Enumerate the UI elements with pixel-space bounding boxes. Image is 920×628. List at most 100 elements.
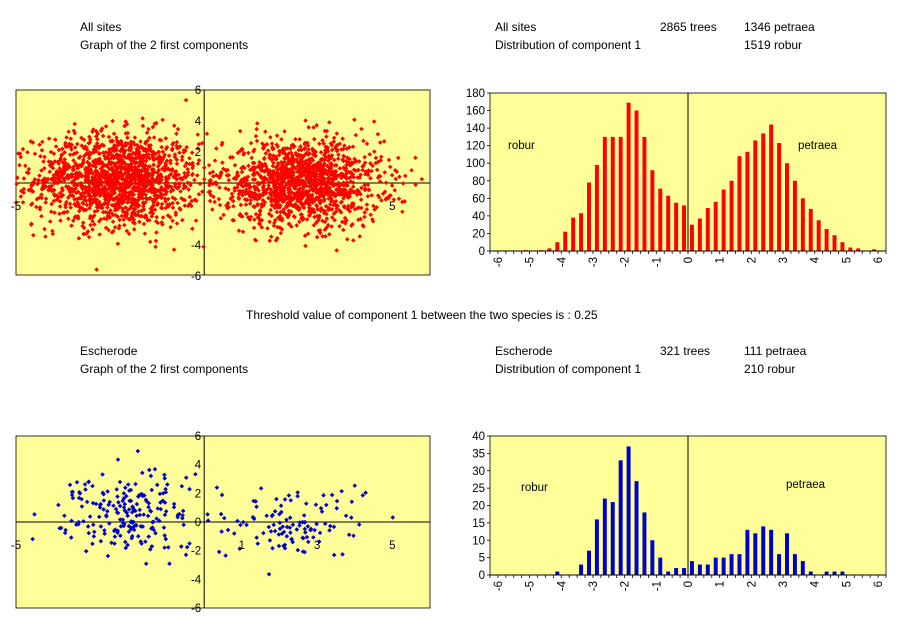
scatter-point [115,169,121,175]
scatter-point [274,133,280,138]
scatter-point [125,482,131,487]
scatter-point [97,199,102,205]
scatter-point [96,187,102,192]
scatter-point [113,161,118,167]
y-tick-label: 4 [195,460,202,472]
scatter-point [123,167,128,173]
scatter-point [162,472,167,478]
x-tick-label: -5 [525,581,537,591]
scatter-point [312,136,317,142]
scatter-point [359,185,364,191]
histogram-bar [610,502,615,575]
histogram-bar [626,446,631,575]
scatter-point [90,170,95,176]
histogram-bar [777,143,782,251]
y-tick-label: 15 [472,518,485,530]
scatter-point [115,143,120,148]
scatter-point [341,146,346,152]
scatter-point [105,193,110,198]
scatter-point [264,142,270,147]
scatter-point [69,174,75,180]
histogram-bar [587,182,591,251]
scatter-point [103,197,108,203]
scatter-point [110,192,115,197]
scatter-point [86,155,92,161]
scatter-point [344,218,349,223]
scatter-point [300,162,305,167]
scatter-point [334,506,340,511]
histogram-bar [785,533,789,575]
scatter-point [347,209,352,214]
scatter-point [127,498,132,504]
scatter-point [111,131,117,137]
x-tick-label: 3 [778,257,790,263]
scatter-point [79,143,85,148]
scatter-point [75,163,80,169]
scatter-point [39,148,45,153]
histogram-bar [594,519,599,575]
histogram-bar [674,202,679,251]
histogram-bar [745,529,750,575]
scatter-point [83,190,89,195]
y-tick-label: 25 [472,483,485,495]
scatter-point [86,164,92,169]
scatter-point [90,227,95,232]
scatter-point [339,488,344,494]
scatter-point [322,521,328,526]
scatter-point [262,175,267,180]
x-tick-label: 2 [746,581,758,587]
scatter-point [302,526,308,532]
scatter-point [57,190,63,196]
scatter-point [51,151,57,156]
x-tick-label: 5 [389,540,395,552]
scatter-point [312,527,317,533]
scatter-point [67,482,73,488]
scatter-point [252,196,258,202]
scatter-point [325,145,330,150]
scatter-point [94,145,99,150]
scatter-point [135,448,141,454]
scatter-point [120,175,126,181]
scatter-point [295,163,301,169]
histogram-bar [555,242,560,251]
scatter-point [364,202,370,207]
scatter-point [117,223,122,229]
scatter-point [322,227,328,233]
scatter-point [59,168,65,174]
histogram-bar [840,242,845,251]
scatter-point [98,143,103,149]
scatter-point [266,572,272,577]
scatter-point [86,170,92,176]
y-tick-label: 6 [195,85,201,97]
scatter-point [93,200,99,205]
scatter-point [162,476,167,481]
scatter-point [284,533,290,539]
histogram-bar [610,136,615,251]
scatter-point [329,196,334,201]
scatter-point [87,216,93,221]
scatter-point [357,234,363,239]
scatter-point [308,174,313,179]
y-tick-label: 10 [472,535,485,547]
scatter-point [373,160,378,166]
scatter-point [125,513,130,519]
scatter-point [320,138,325,143]
scatter-point [334,131,340,136]
scatter-point [113,177,119,182]
histogram-bar [840,571,845,575]
scatter-point [268,529,274,534]
scatter-point [263,163,269,169]
scatter-point [281,206,287,212]
y-tick-label: 40 [472,431,485,443]
scatter-point [82,482,88,487]
scatter-point [293,179,299,184]
scatter-point [356,217,361,223]
scatter-point [251,498,256,504]
scatter-point [276,543,282,549]
y-tick-label: 20 [472,501,485,513]
scatter-point [41,166,47,171]
x-tick-label: 1 [715,257,727,263]
scatter-point [286,493,292,498]
scatter-point [324,502,329,508]
scatter_all-chart: -5 5 -6 -4 2 4 6 [11,85,431,283]
